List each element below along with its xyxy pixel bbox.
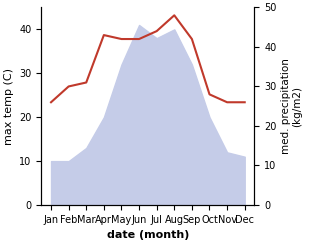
X-axis label: date (month): date (month) <box>107 230 189 240</box>
Y-axis label: med. precipitation
(kg/m2): med. precipitation (kg/m2) <box>281 58 302 154</box>
Y-axis label: max temp (C): max temp (C) <box>4 68 14 145</box>
